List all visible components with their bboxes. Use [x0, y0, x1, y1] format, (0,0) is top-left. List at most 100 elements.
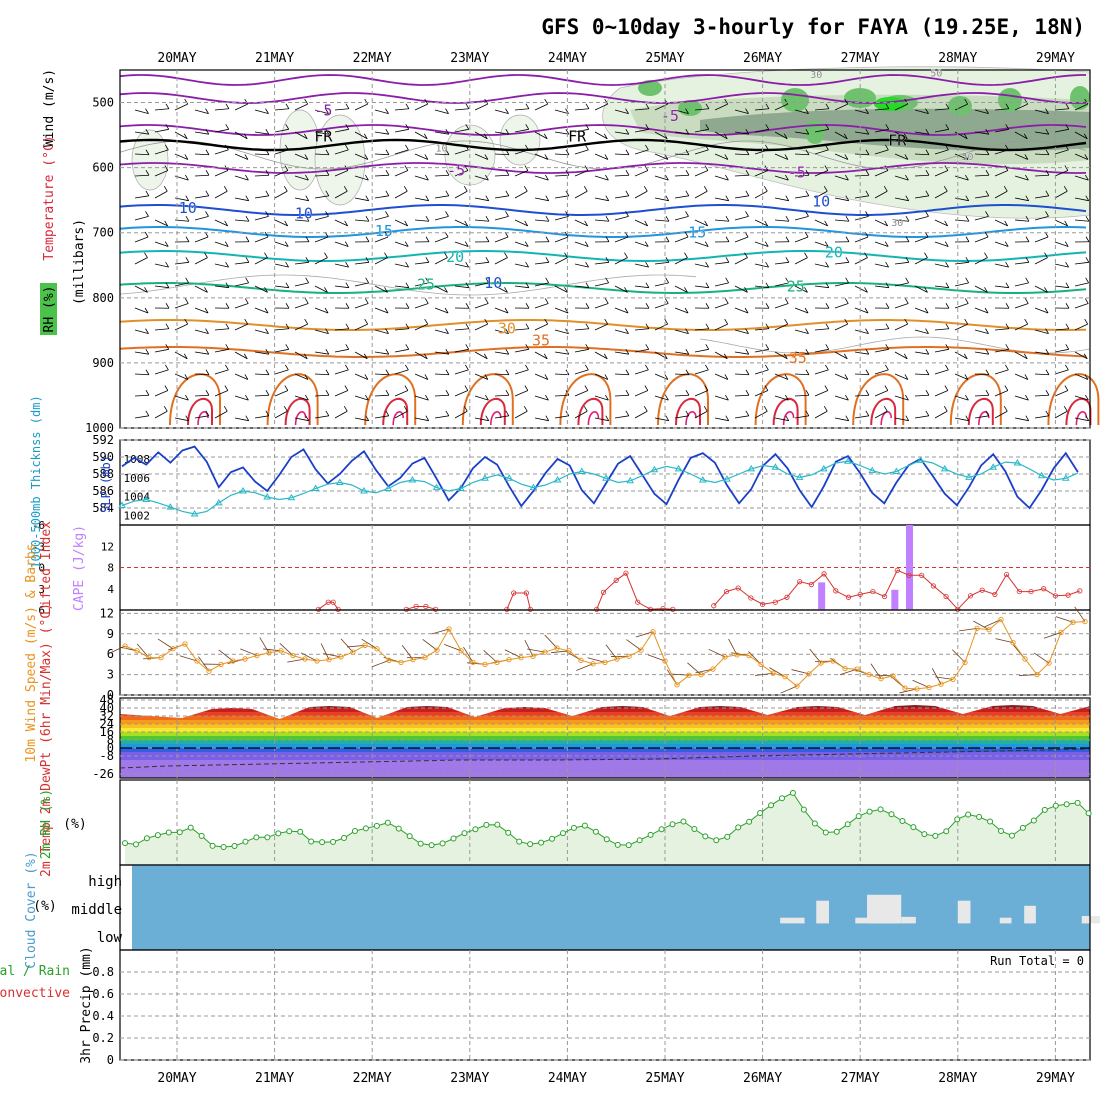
wind-barb — [494, 215, 509, 221]
contour-label: 10 — [435, 143, 447, 154]
li-marker — [735, 585, 741, 591]
wind-barb-flag — [724, 298, 729, 304]
temperature-contour — [119, 346, 1087, 358]
wind-barb-flag — [643, 406, 648, 412]
wind-barb-flag — [1004, 385, 1009, 391]
wind-barb-flag — [405, 344, 410, 350]
wind-barb-flag — [965, 277, 969, 284]
wind-barb-flag — [605, 394, 609, 401]
wind-marker — [206, 668, 212, 674]
wind-barb-flag — [1005, 303, 1010, 309]
wind-barb-flag — [165, 323, 170, 329]
cloud-patch — [816, 900, 829, 924]
wind-barb — [594, 103, 608, 111]
li-marker — [797, 579, 803, 585]
wind-barb — [1034, 174, 1050, 177]
rh-area — [125, 792, 1089, 865]
wind-barb-flag — [565, 128, 570, 135]
wind-barb — [794, 373, 810, 376]
rh-blob-light — [131, 129, 169, 191]
wind-barb — [254, 174, 270, 177]
wind-barb-flag — [844, 318, 849, 325]
wind-barb-flag — [284, 220, 289, 227]
wind-barb — [654, 373, 669, 380]
wind-barb — [354, 351, 368, 360]
wind-barb — [354, 417, 369, 422]
thickness-ylabel: 1000-500mb Thicknss (dm) — [29, 395, 43, 568]
wind-barb — [474, 323, 488, 331]
wind-barb — [654, 323, 668, 331]
li-tick-label: 6 — [38, 604, 45, 617]
hot-contour — [382, 397, 409, 426]
wind-barb — [814, 369, 829, 375]
wind-barb-flag — [763, 186, 768, 192]
wind-marker — [1070, 619, 1076, 625]
contour-label: -5 — [788, 163, 806, 181]
wind-barb-flag — [505, 328, 509, 334]
wind-barb-flag — [705, 144, 709, 151]
wind-barb-flag — [385, 190, 390, 197]
wind-barb-flag — [845, 174, 849, 181]
wind-barb — [934, 149, 949, 155]
wind-barb — [1014, 131, 1028, 140]
top-date-label: 21MAY — [255, 51, 294, 66]
wind-barb-flag — [784, 154, 789, 160]
wind-barb — [494, 351, 509, 355]
wind-barb-flag — [463, 186, 468, 192]
wind-barb — [674, 215, 689, 221]
wind-barb-flag — [225, 364, 229, 371]
wind-barb-flag — [284, 385, 289, 391]
wind-barb — [614, 195, 629, 199]
wind-barb-flag — [805, 211, 809, 217]
wind-barb-flag — [964, 154, 969, 160]
rh-marker — [768, 802, 775, 809]
wind-marker — [134, 648, 140, 654]
wind-barb — [834, 417, 849, 422]
wind-barb-flag — [265, 190, 270, 197]
precip-ylabel: 3hr Precip (mm) — [79, 946, 94, 1063]
wind-barb — [834, 131, 848, 140]
wind-barb-flag — [1085, 257, 1090, 263]
wind-barb — [194, 195, 209, 199]
wind-barb-flag — [685, 211, 689, 217]
wind-barb-flag — [544, 98, 549, 105]
wind-barb — [534, 153, 549, 160]
wind-barb — [334, 241, 349, 247]
wind-barb-flag — [805, 149, 810, 155]
wind-barb — [734, 215, 749, 221]
thickness-marker — [481, 474, 489, 481]
wind-barb — [954, 261, 969, 265]
wind-barb-flag — [685, 390, 690, 396]
rh-marker — [286, 828, 293, 835]
contour-label: 15 — [375, 222, 393, 240]
wind-barb — [934, 410, 948, 419]
wind-barb-flag — [365, 394, 369, 401]
wind-barb — [254, 109, 269, 115]
rh-marker — [1085, 810, 1092, 817]
wind-barb-flag — [505, 128, 510, 135]
wind-barb — [314, 307, 329, 314]
temperature-contour — [119, 250, 1087, 262]
rh-marker — [713, 837, 720, 844]
wind-barb — [234, 417, 249, 422]
li-marker — [881, 593, 888, 600]
wind-barb-flag — [985, 410, 990, 417]
wind-barb-flag — [1084, 374, 1089, 380]
thickness-marker — [1061, 474, 1070, 481]
thickness-marker — [166, 503, 175, 510]
wind-barb — [814, 410, 828, 419]
y-tick-label: 8 — [107, 733, 114, 747]
wind-barb-flag — [725, 236, 730, 242]
wind-marker — [458, 648, 464, 654]
wind-barb-flag — [985, 369, 990, 375]
wind-barb-flag — [345, 144, 349, 151]
wind-barb-flag — [245, 257, 250, 263]
cloud-patch — [957, 900, 971, 924]
rh-marker — [538, 839, 545, 846]
wind-barb — [734, 394, 750, 397]
wind-barb-flag — [405, 103, 410, 109]
wind-barb-flag — [765, 323, 770, 329]
wind-barb — [294, 261, 309, 265]
wind-barb-flag — [1045, 128, 1050, 135]
wind-barb-flag — [345, 344, 350, 350]
